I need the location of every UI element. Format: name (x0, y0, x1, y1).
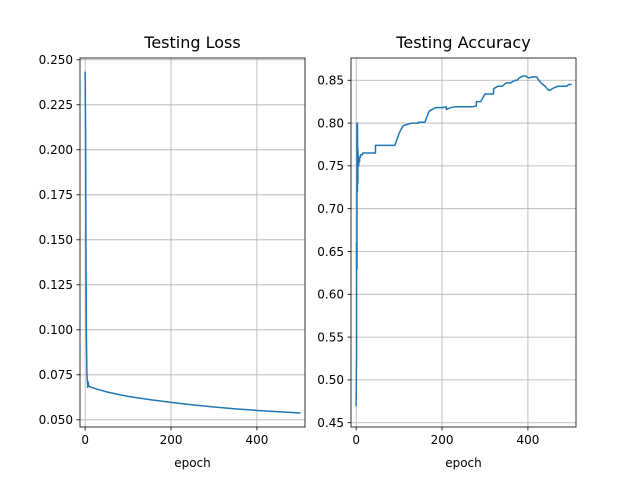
accuracy-plot-frame (350, 57, 577, 428)
loss-plot-frame (79, 57, 306, 428)
loss-y-tick-label: 0.200 (39, 143, 73, 157)
accuracy-chart-title: Testing Accuracy (395, 33, 530, 52)
loss-y-tick-label: 0.125 (39, 278, 73, 292)
loss-chart-title: Testing Loss (143, 33, 240, 52)
loss-x-axis-label: epoch (174, 456, 211, 470)
accuracy-chart: 0 200 400 0.45 0.50 0.55 0.60 0.65 0.70 0.75 0.80 0… (317, 33, 577, 470)
accuracy-y-tick-label: 0.70 (317, 202, 344, 216)
accuracy-x-tick-label: 0 (352, 433, 360, 447)
accuracy-x-tick-label: 400 (516, 433, 539, 447)
accuracy-y-tick-label: 0.55 (317, 330, 344, 344)
loss-y-tick-label: 0.075 (39, 368, 73, 382)
loss-x-tick-label: 0 (81, 433, 89, 447)
loss-chart: 0 200 400 0.050 0.075 0.100 0.125 0.150 0.175 0.2… (39, 33, 306, 470)
accuracy-y-tick-label: 0.75 (317, 159, 344, 173)
accuracy-y-tick-label: 0.60 (317, 288, 344, 302)
accuracy-y-tick-label: 0.65 (317, 245, 344, 259)
accuracy-x-tick-label: 200 (431, 433, 454, 447)
loss-y-tick-label: 0.225 (39, 98, 73, 112)
loss-y-tick-label: 0.150 (39, 233, 73, 247)
loss-y-tick-label: 0.250 (39, 53, 73, 67)
loss-x-tick-label: 400 (245, 433, 268, 447)
loss-y-tick-label: 0.175 (39, 188, 73, 202)
loss-y-tick-label: 0.100 (39, 323, 73, 337)
accuracy-series-line (355, 75, 572, 407)
accuracy-y-tick-label: 0.85 (317, 74, 344, 88)
accuracy-y-tick-label: 0.50 (317, 373, 344, 387)
loss-series-line (84, 71, 301, 414)
accuracy-y-tick-label: 0.80 (317, 116, 344, 130)
accuracy-y-tick-label: 0.45 (317, 416, 344, 430)
accuracy-x-axis-label: epoch (445, 456, 482, 470)
loss-y-tick-label: 0.050 (39, 413, 73, 427)
loss-x-tick-label: 200 (160, 433, 183, 447)
